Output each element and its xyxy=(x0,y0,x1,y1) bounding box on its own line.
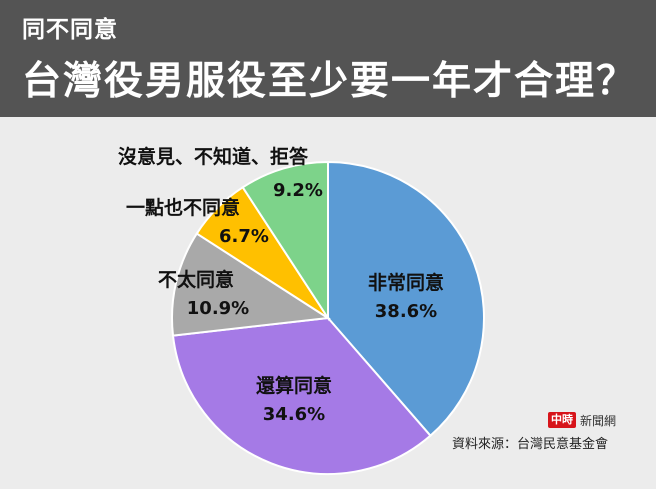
slice-value-label: 6.7% xyxy=(219,226,269,247)
slice-value-label: 9.2% xyxy=(273,180,323,201)
pie-slice xyxy=(171,232,331,337)
pie-slice xyxy=(241,160,329,322)
slice-value-label: 34.6% xyxy=(263,404,325,425)
pie-slice xyxy=(171,316,432,475)
brand-logo: 中時 新聞網 xyxy=(548,411,616,429)
chart-title: 台灣役男服役至少要一年才合理？ xyxy=(22,59,638,104)
kicker-text: 同不同意 xyxy=(22,17,118,43)
pie-slice xyxy=(327,160,485,438)
slice-category-label: 沒意見、不知道、拒答 xyxy=(118,145,309,168)
brand-mark: 中時 xyxy=(548,412,576,428)
slice-value-label: 38.6% xyxy=(375,301,437,322)
slice-category-label: 還算同意 xyxy=(256,374,332,397)
source-note: 資料來源：台灣民意基金會 xyxy=(452,437,609,452)
slice-category-label: 非常同意 xyxy=(368,271,444,294)
slice-category-label: 一點也不同意 xyxy=(126,196,240,219)
slice-value-label: 10.9% xyxy=(187,298,249,319)
brand-name: 新聞網 xyxy=(580,413,617,428)
header-banner: 同不同意 台灣役男服役至少要一年才合理？ xyxy=(0,0,656,117)
slice-category-label: 不太同意 xyxy=(158,268,234,291)
